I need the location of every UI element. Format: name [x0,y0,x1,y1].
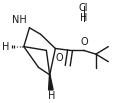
Polygon shape [49,75,53,90]
Text: H: H [2,42,9,52]
Text: O: O [80,37,88,47]
Text: Cl: Cl [79,3,88,13]
Text: O: O [56,53,63,63]
Text: H: H [80,13,87,23]
Text: NH: NH [12,15,27,25]
Text: H: H [48,91,56,101]
